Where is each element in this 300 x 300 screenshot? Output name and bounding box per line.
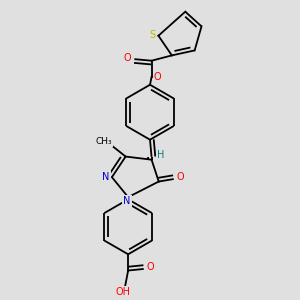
Text: H: H <box>157 150 165 160</box>
Text: OH: OH <box>115 287 130 297</box>
Text: O: O <box>146 262 154 272</box>
Text: N: N <box>102 172 110 182</box>
Text: O: O <box>124 52 131 63</box>
Text: N: N <box>123 196 130 206</box>
Text: O: O <box>176 172 184 182</box>
Text: CH₃: CH₃ <box>95 137 112 146</box>
Text: O: O <box>154 72 162 82</box>
Text: S: S <box>150 30 156 40</box>
